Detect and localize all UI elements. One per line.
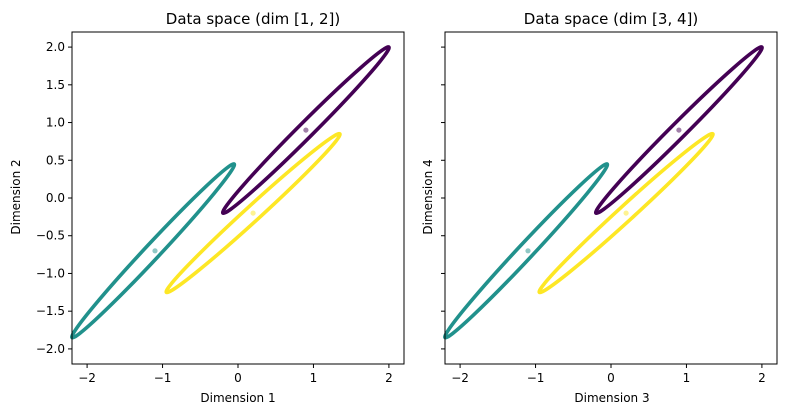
right-chart-ylabel: Dimension 4 xyxy=(421,159,435,234)
right-xtick-label: −2 xyxy=(451,371,469,385)
left-xtick-label: −2 xyxy=(78,371,96,385)
left-ytick-label: −0.5 xyxy=(36,229,65,243)
left-ytick-label: −1.0 xyxy=(36,266,65,280)
left-chart-panel: Data space (dim [1, 2]) Dimension 1 Dime… xyxy=(9,10,405,405)
left-xtick-label: 1 xyxy=(310,371,318,385)
left-ytick-label: 1.0 xyxy=(46,116,65,130)
right-xtick-label: 1 xyxy=(683,371,691,385)
left-xtick-label: −1 xyxy=(154,371,172,385)
right-chart-xlabel: Dimension 3 xyxy=(574,391,649,405)
right-chart-panel: Data space (dim [3, 4]) Dimension 3 Dime… xyxy=(421,10,778,405)
right-chart-title: Data space (dim [3, 4]) xyxy=(524,10,698,28)
left-ytick-label: 0.5 xyxy=(46,153,65,167)
left-point-1 xyxy=(152,248,158,254)
left-xtick-label: 0 xyxy=(234,371,242,385)
left-ytick-label: 0.0 xyxy=(46,191,65,205)
right-chart-marks xyxy=(443,45,764,340)
left-chart-title: Data space (dim [1, 2]) xyxy=(166,10,340,28)
left-ytick-label: −2.0 xyxy=(36,342,65,356)
right-xtick-label: 0 xyxy=(607,371,615,385)
left-point-0 xyxy=(303,127,309,133)
left-ytick-label: 2.0 xyxy=(46,40,65,54)
right-xtick-label: 2 xyxy=(758,371,766,385)
right-chart-frame xyxy=(444,31,778,365)
left-ellipse-0 xyxy=(220,45,391,216)
right-point-0 xyxy=(676,127,682,133)
right-chart-ticks: −2 −1 0 1 2 xyxy=(441,46,766,385)
right-point-2 xyxy=(623,210,629,216)
right-point-1 xyxy=(525,248,531,254)
left-chart-frame xyxy=(71,31,405,365)
left-point-2 xyxy=(250,210,256,216)
left-xtick-label: 2 xyxy=(385,371,393,385)
right-xtick-label: −1 xyxy=(527,371,545,385)
left-ytick-label: −1.5 xyxy=(36,304,65,318)
left-ellipse-2 xyxy=(164,131,342,295)
left-chart-marks xyxy=(70,45,391,340)
left-chart-xlabel: Dimension 1 xyxy=(200,391,275,405)
left-chart-ylabel: Dimension 2 xyxy=(9,159,23,234)
right-ellipse-2 xyxy=(537,131,715,295)
left-chart-ticks: −2 −1 0 1 2 −2.0 −1.5 −1.0 −0.5 0.0 0.5 1.0 1.5 2.0 xyxy=(36,40,393,385)
right-ellipse-0 xyxy=(593,45,764,216)
left-ytick-label: 1.5 xyxy=(46,78,65,92)
